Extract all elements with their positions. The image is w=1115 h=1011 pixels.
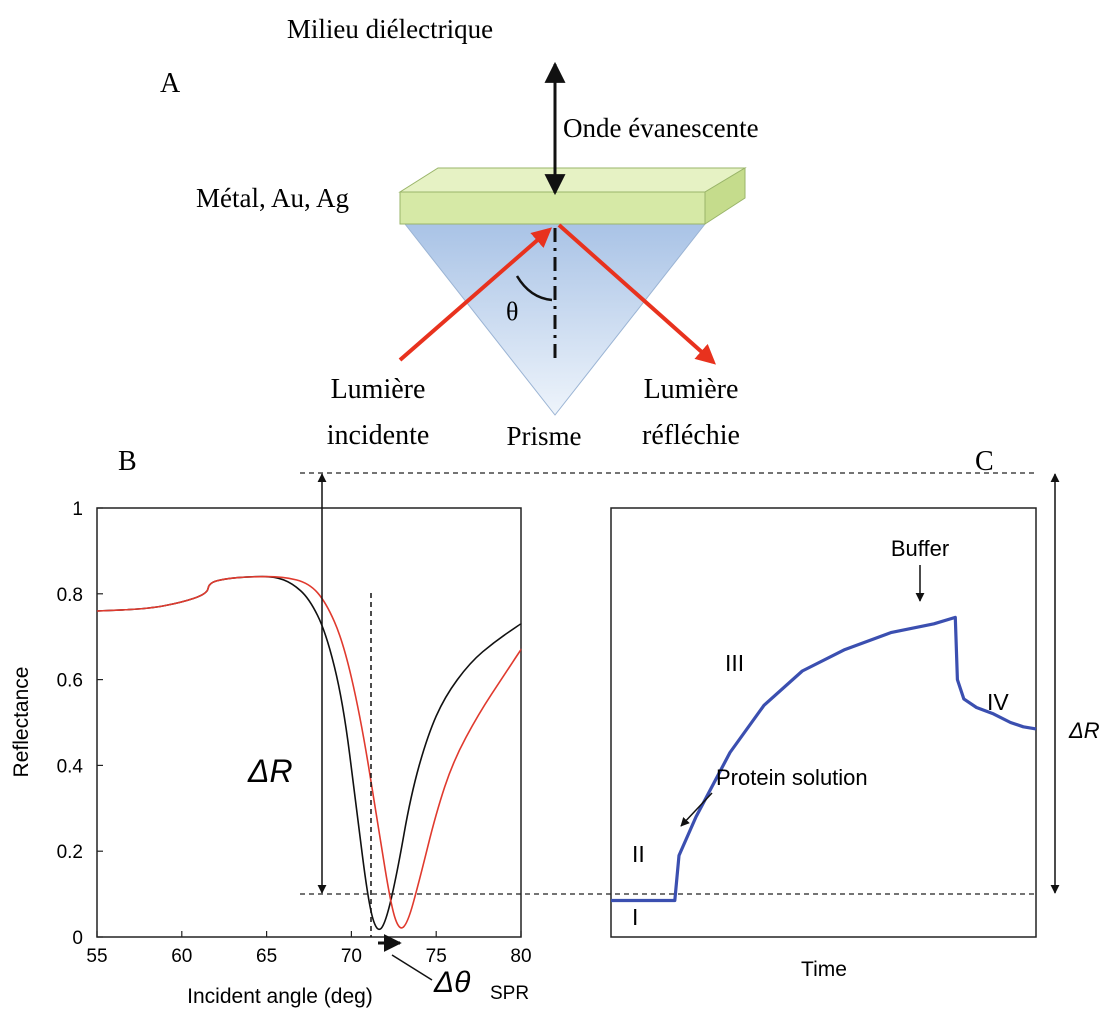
protein-solution-label: Protein solution bbox=[716, 765, 868, 790]
plot-b-ticks: 55 60 65 70 75 80 0 0.2 0.4 0.6 0.8 1 bbox=[57, 499, 532, 967]
panel-a-label: A bbox=[160, 68, 181, 99]
reflected-label-line2: réfléchie bbox=[642, 420, 740, 451]
y-tick-label: 0.6 bbox=[57, 671, 83, 692]
metal-slab-front bbox=[399, 191, 706, 225]
prism-label: Prisme bbox=[506, 421, 581, 451]
x-tick-label: 60 bbox=[171, 946, 192, 967]
theta-arc bbox=[515, 275, 553, 302]
plot-b-delta-r-label: ΔR bbox=[247, 753, 293, 789]
panel-c-label: C bbox=[975, 446, 994, 477]
phase-1-label: I bbox=[632, 904, 638, 930]
delta-theta-pointer bbox=[391, 954, 433, 981]
panel-a: Milieu diélectrique A Onde évanescente M… bbox=[160, 14, 759, 451]
evanescent-label: Onde évanescente bbox=[563, 113, 759, 143]
y-tick-label: 0.4 bbox=[57, 756, 84, 777]
incident-label-line1: Lumière bbox=[331, 374, 426, 405]
y-tick-label: 0.8 bbox=[57, 585, 83, 606]
plot-c-frame bbox=[610, 507, 1037, 938]
x-tick-label: 80 bbox=[510, 946, 531, 967]
delta-theta-label: Δθ bbox=[433, 966, 471, 999]
x-tick-label: 70 bbox=[341, 946, 362, 967]
protein-solution-arrow bbox=[680, 792, 713, 827]
reflected-beam bbox=[557, 223, 716, 365]
sensorgram-curve bbox=[611, 615, 1037, 903]
phase-2-label: II bbox=[632, 841, 645, 867]
plot-b-xlabel: Incident angle (deg) bbox=[187, 985, 373, 1008]
incident-label-line2: incidente bbox=[327, 420, 430, 451]
plot-c-delta-r-label: ΔR bbox=[1068, 718, 1100, 743]
y-tick-label: 1 bbox=[72, 499, 83, 520]
incident-beam bbox=[398, 227, 553, 362]
plot-c-series bbox=[611, 615, 1037, 903]
reflected-label-line1: Lumière bbox=[644, 374, 739, 405]
panel-b-label: B bbox=[118, 446, 137, 477]
theta-label: θ bbox=[506, 297, 518, 326]
delta-theta-subscript: SPR bbox=[490, 983, 529, 1004]
dielectric-label: Milieu diélectrique bbox=[287, 14, 493, 44]
phase-3-label: III bbox=[725, 650, 744, 676]
plot-b-series bbox=[96, 575, 522, 931]
y-tick-label: 0 bbox=[72, 928, 83, 949]
phase-4-label: IV bbox=[987, 689, 1009, 715]
buffer-label: Buffer bbox=[891, 536, 949, 561]
plot-b-ylabel: Reflectance bbox=[10, 667, 33, 778]
panel-c: C Time Buffer Protein solution I II III … bbox=[610, 446, 1100, 981]
metal-slab-top bbox=[398, 167, 747, 193]
metal-label: Métal, Au, Ag bbox=[196, 183, 349, 213]
plot-c-xlabel: Time bbox=[801, 958, 847, 981]
plot-b-frame bbox=[96, 507, 522, 938]
x-tick-label: 75 bbox=[426, 946, 447, 967]
x-tick-label: 65 bbox=[256, 946, 277, 967]
panel-b: B 55 60 65 70 75 80 0 0.2 0.4 0.6 0.8 1 Incident an… bbox=[10, 446, 532, 1008]
x-tick-label: 55 bbox=[86, 946, 107, 967]
metal-slab-side bbox=[704, 167, 746, 225]
reflectance-curve-2 bbox=[96, 575, 522, 929]
y-tick-label: 0.2 bbox=[57, 842, 83, 863]
